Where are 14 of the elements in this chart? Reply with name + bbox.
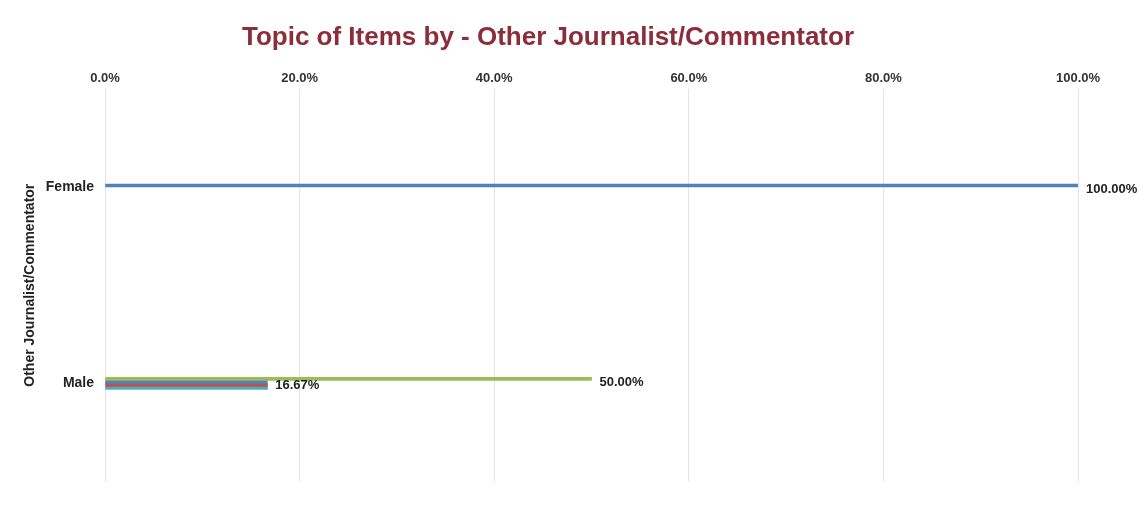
- y-axis-title: Other Journalist/Commentator: [21, 183, 38, 387]
- x-tick-label: 40.0%: [475, 69, 514, 85]
- x-tick-label: 60.0%: [670, 69, 708, 85]
- data-label: 100.00%: [1086, 181, 1138, 197]
- chart-title: Topic of Items by - Other Journalist/Commentator: [241, 20, 855, 51]
- bar: [105, 377, 592, 381]
- x-tick-label: 80.0%: [864, 69, 903, 85]
- x-tick-label: 20.0%: [281, 69, 319, 85]
- data-label: 50.00%: [599, 374, 645, 390]
- y-tick-label: Male: [62, 374, 95, 391]
- y-tick-label: Female: [45, 177, 95, 194]
- data-label: 16.67%: [275, 377, 320, 393]
- x-tick-label: 0.0%: [90, 69, 121, 85]
- x-tick-label: 100.0%: [1055, 69, 1101, 85]
